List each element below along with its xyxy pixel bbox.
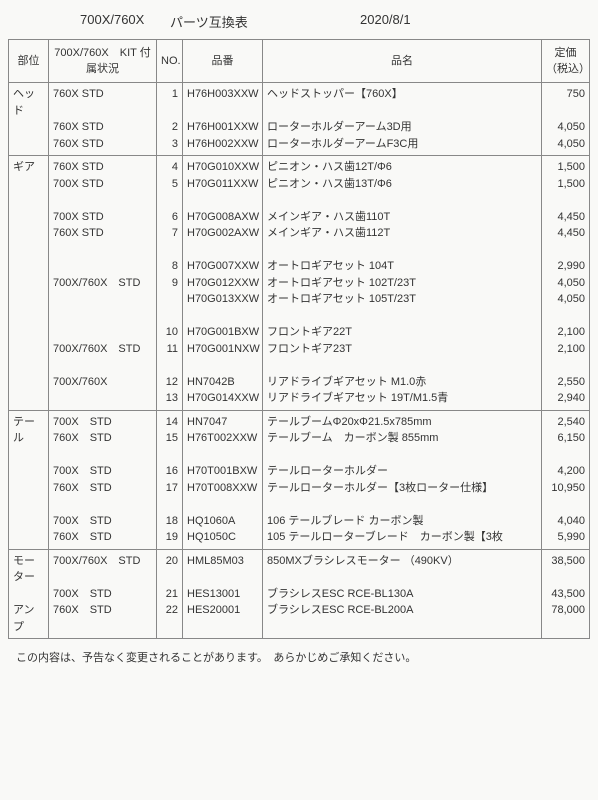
cell-name: ピニオン・ハス歯12T/Φ6 ピニオン・ハス歯13T/Φ6 メインギア・ハス歯1… xyxy=(263,156,542,411)
header-date: 2020/8/1 xyxy=(360,12,411,31)
cell-kit: 760X STD 760X STD 760X STD xyxy=(49,83,157,156)
cell-bui: モーター アンプ xyxy=(9,549,49,639)
cell-pn: H70G010XXW H70G011XXW H70G008AXW H70G002… xyxy=(183,156,263,411)
col-header-kit: 700X/760X KIT 付属状況 xyxy=(49,40,157,83)
cell-no: 4 5 6 7 8 9 10 11 12 13 xyxy=(157,156,183,411)
cell-pn: H76H003XXW H76H001XXW H76H002XXW xyxy=(183,83,263,156)
cell-name: テールブームΦ20xΦ21.5x785mm テールブーム カーボン製 855mm… xyxy=(263,410,542,549)
cell-kit: 760X STD 700X STD 700X STD 760X STD 700X… xyxy=(49,156,157,411)
cell-bui: テール xyxy=(9,410,49,549)
header-title: パーツ互換表 xyxy=(170,12,330,31)
table-section-row: モーター アンプ700X/760X STD 700X STD 760X STD2… xyxy=(9,549,590,639)
footer-note: この内容は、予告なく変更されることがあります。 あらかじめご承知ください。 xyxy=(8,639,590,665)
cell-pn: HN7047 H76T002XXW H70T001BXW H70T008XXW … xyxy=(183,410,263,549)
table-header-row: 部位 700X/760X KIT 付属状況 NO. 品番 品名 定価 （税込） xyxy=(9,40,590,83)
cell-no: 14 15 16 17 18 19 xyxy=(157,410,183,549)
col-header-price: 定価 （税込） xyxy=(542,40,590,83)
cell-price: 38,500 43,500 78,000 xyxy=(542,549,590,639)
table-section-row: テール700X STD 760X STD 700X STD 760X STD 7… xyxy=(9,410,590,549)
cell-price: 1,500 1,500 4,450 4,450 2,990 4,050 4,05… xyxy=(542,156,590,411)
cell-bui: ギア xyxy=(9,156,49,411)
col-header-pn: 品番 xyxy=(183,40,263,83)
cell-price: 2,540 6,150 4,200 10,950 4,040 5,990 xyxy=(542,410,590,549)
cell-name: ヘッドストッパー【760X】 ローターホルダーアーム3D用 ローターホルダーアー… xyxy=(263,83,542,156)
cell-kit: 700X STD 760X STD 700X STD 760X STD 700X… xyxy=(49,410,157,549)
cell-no: 20 21 22 xyxy=(157,549,183,639)
page-header: 700X/760X パーツ互換表 2020/8/1 xyxy=(8,8,590,39)
col-header-name: 品名 xyxy=(263,40,542,83)
cell-name: 850MXブラシレスモーター （490KV） ブラシレスESC RCE-BL13… xyxy=(263,549,542,639)
col-header-no: NO. xyxy=(157,40,183,83)
col-header-bui: 部位 xyxy=(9,40,49,83)
table-section-row: ギア760X STD 700X STD 700X STD 760X STD 70… xyxy=(9,156,590,411)
cell-no: 1 2 3 xyxy=(157,83,183,156)
cell-kit: 700X/760X STD 700X STD 760X STD xyxy=(49,549,157,639)
cell-bui: ヘッド xyxy=(9,83,49,156)
parts-table: 部位 700X/760X KIT 付属状況 NO. 品番 品名 定価 （税込） … xyxy=(8,39,590,639)
cell-pn: HML85M03 HES13001 HES20001 xyxy=(183,549,263,639)
cell-price: 750 4,050 4,050 xyxy=(542,83,590,156)
table-section-row: ヘッド760X STD 760X STD 760X STD1 2 3H76H00… xyxy=(9,83,590,156)
header-model: 700X/760X xyxy=(80,12,170,31)
